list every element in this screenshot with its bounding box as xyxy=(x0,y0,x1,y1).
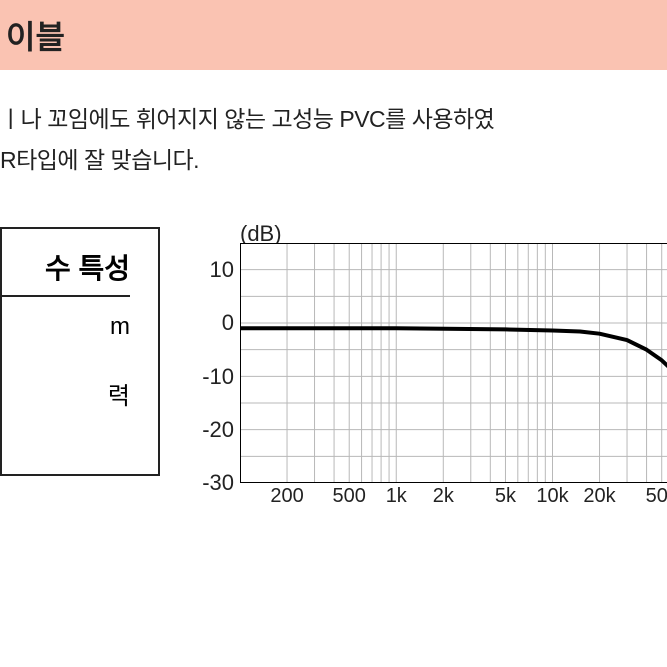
spec-title: 수 특성 xyxy=(2,247,130,297)
content-row: 수 특성 m 력 (dB) 100-10-20-30 2005001k2k5k1… xyxy=(0,227,667,476)
spec-line-1: m xyxy=(2,313,130,341)
header-band: 이블 xyxy=(0,0,667,70)
y-tick-label: -10 xyxy=(174,364,234,390)
x-tick-label: 500 xyxy=(333,485,366,508)
x-tick-label: 2k xyxy=(433,485,454,508)
description-line-1: ㅣ나 꼬임에도 휘어지지 않는 고성능 PVC를 사용하였 xyxy=(0,100,667,139)
x-tick-label: 10k xyxy=(536,485,568,508)
y-tick-label: 0 xyxy=(174,310,234,336)
y-tick-label: 10 xyxy=(174,257,234,283)
spec-box: 수 특성 m 력 xyxy=(0,227,160,476)
x-tick-label: 20k xyxy=(583,485,615,508)
spec-line-2: 력 xyxy=(2,376,130,411)
x-tick-label: 5k xyxy=(495,485,516,508)
description-block: ㅣ나 꼬임에도 휘어지지 않는 고성능 PVC를 사용하였 R타입에 잘 맞습니… xyxy=(0,70,667,192)
x-tick-label: 1k xyxy=(386,485,407,508)
y-tick-label: -20 xyxy=(174,417,234,443)
x-tick-label: 50k xyxy=(646,485,667,508)
y-tick-label: -30 xyxy=(174,470,234,496)
y-axis-ticks: 100-10-20-30 xyxy=(174,243,234,483)
header-title: 이블 xyxy=(0,12,65,58)
description-line-2: R타입에 잘 맞습니다. xyxy=(0,141,667,180)
chart-plot-area xyxy=(240,243,667,483)
x-axis-ticks: 2005001k2k5k10k20k50k1 xyxy=(240,485,667,515)
x-tick-label: 200 xyxy=(270,485,303,508)
